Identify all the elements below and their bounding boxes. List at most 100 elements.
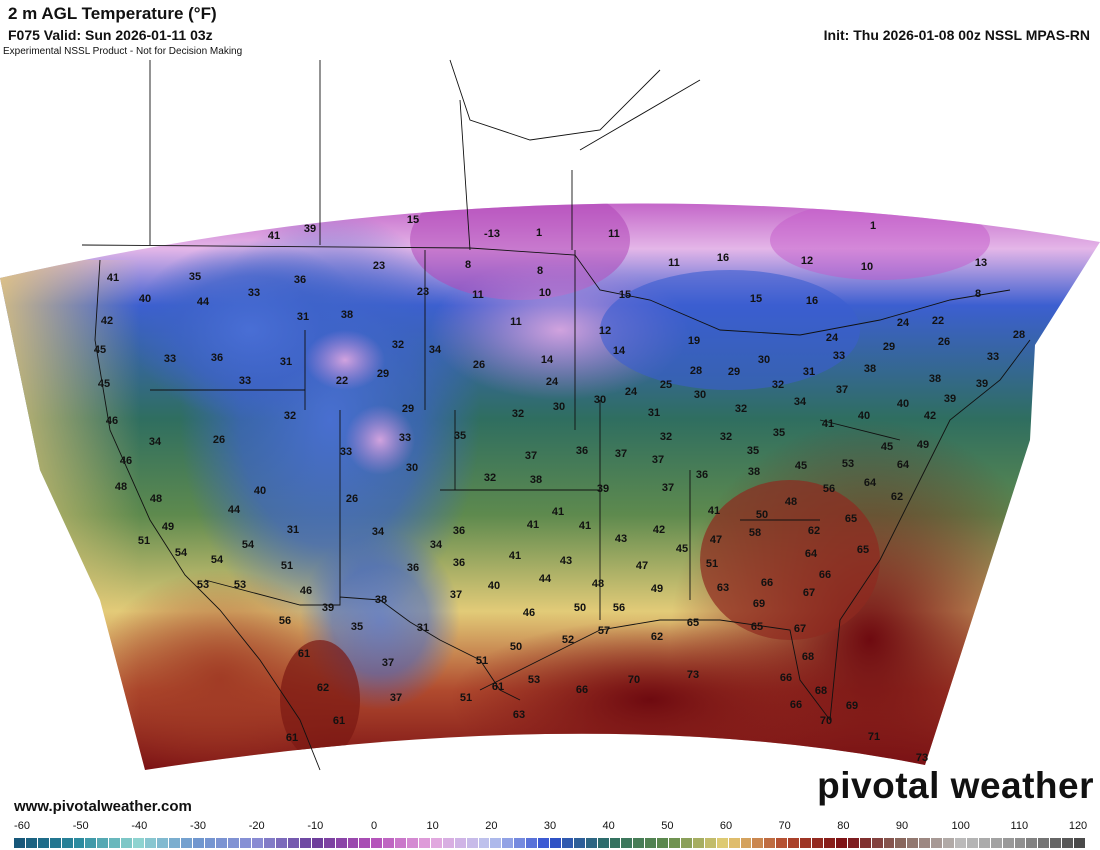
colorbar-swatch xyxy=(228,838,240,848)
colorbar-swatch xyxy=(180,838,192,848)
temperature-value: 25 xyxy=(660,379,672,391)
colorbar-swatch xyxy=(264,838,276,848)
temperature-value: 15 xyxy=(407,214,419,226)
temperature-value: 11 xyxy=(472,289,484,301)
colorbar-swatch xyxy=(323,838,335,848)
colorbar-tick-label: 50 xyxy=(661,820,674,832)
temperature-value: 24 xyxy=(625,386,638,398)
temperature-value: 38 xyxy=(864,363,876,375)
temperature-value: 53 xyxy=(234,579,246,591)
colorbar-swatch xyxy=(287,838,299,848)
temperature-value: 73 xyxy=(916,752,928,764)
colorbar-swatch xyxy=(895,838,907,848)
temperature-value: 32 xyxy=(284,410,296,422)
colorbar-swatch xyxy=(466,838,478,848)
temperature-value: 46 xyxy=(300,585,312,597)
pivotal-weather-logo: pivotal weather xyxy=(817,765,1094,806)
colorbar-swatch xyxy=(550,838,561,848)
temperature-value: 28 xyxy=(690,365,702,377)
colorbar-swatch xyxy=(990,838,1002,848)
temperature-value: 30 xyxy=(553,401,565,413)
temperature-value: 41 xyxy=(268,230,280,242)
temperature-value: 33 xyxy=(833,350,845,362)
temperature-value: 36 xyxy=(211,352,223,364)
temperature-value: 68 xyxy=(815,685,827,697)
temperature-value: 66 xyxy=(819,569,831,581)
temperature-value: 37 xyxy=(615,448,627,460)
colorbar-swatch xyxy=(311,838,323,848)
temperature-value: 37 xyxy=(390,692,402,704)
temperature-value: 26 xyxy=(473,359,485,371)
temperature-value: 69 xyxy=(753,598,765,610)
temperature-value: 14 xyxy=(613,345,626,357)
temperature-value: 32 xyxy=(735,403,747,415)
gulf-coast xyxy=(479,619,831,721)
colorbar-tick-label: -50 xyxy=(72,820,89,832)
temperature-value: 36 xyxy=(453,525,465,537)
colorbar-tick-label: 80 xyxy=(837,820,850,832)
state-line-1 xyxy=(150,250,600,600)
temperature-value: 51 xyxy=(281,560,293,572)
temperature-value: 33 xyxy=(248,287,260,299)
temperature-value: 31 xyxy=(297,311,309,323)
temperature-value: 24 xyxy=(546,376,559,388)
temperature-value: 68 xyxy=(802,651,814,663)
temperature-value: 42 xyxy=(653,524,665,536)
temperature-value: 69 xyxy=(846,700,858,712)
temperature-value: 48 xyxy=(592,578,604,590)
colorbar-swatch xyxy=(538,838,549,848)
temperature-value: 66 xyxy=(761,577,773,589)
temperature-value: 41 xyxy=(509,550,521,562)
colorbar-swatch xyxy=(168,838,180,848)
temperature-value: 38 xyxy=(375,594,387,606)
colorbar-swatch xyxy=(1014,838,1026,848)
colorbar-tick-label: 90 xyxy=(895,820,909,832)
temperature-value: 35 xyxy=(454,430,466,442)
temperature-value: 26 xyxy=(213,434,225,446)
temperature-value: 41 xyxy=(822,418,834,430)
temperature-value: 31 xyxy=(280,356,292,368)
temperature-value: 67 xyxy=(803,587,815,599)
temperature-value: 33 xyxy=(987,351,999,363)
temperature-value: 49 xyxy=(917,439,929,451)
temperature-value: 67 xyxy=(794,623,806,635)
colorbar-swatch xyxy=(919,838,931,848)
colorbar-swatch xyxy=(109,838,121,848)
temperature-value: 8 xyxy=(465,259,471,271)
temperature-value: 13 xyxy=(975,257,987,269)
colorbar-swatch xyxy=(823,838,835,848)
temperature-value: 31 xyxy=(417,622,429,634)
temperature-value: 8 xyxy=(537,265,543,277)
temperature-value: 14 xyxy=(541,354,554,366)
temperature-value: 11 xyxy=(510,316,522,328)
temperature-value: 40 xyxy=(139,293,151,305)
colorbar-swatch xyxy=(395,838,407,848)
temperature-value: 58 xyxy=(749,527,761,539)
colorbar-swatch xyxy=(597,838,609,848)
temperature-value: 33 xyxy=(399,432,411,444)
colorbar-swatch xyxy=(1074,838,1085,848)
temperature-value: 38 xyxy=(748,466,760,478)
colorbar-swatch xyxy=(704,838,716,848)
temperature-value: 50 xyxy=(574,602,586,614)
temperature-value: 37 xyxy=(382,657,394,669)
temperature-value: 39 xyxy=(944,393,956,405)
colorbar-swatch xyxy=(418,838,430,848)
temperature-value: 45 xyxy=(94,344,106,356)
temperature-value: 45 xyxy=(98,378,110,390)
temperature-value: 37 xyxy=(662,482,674,494)
temperature-value: 56 xyxy=(613,602,625,614)
us-mexico-border xyxy=(204,579,521,701)
colorbar-tick-label: 120 xyxy=(1068,820,1088,832)
temperature-value: 48 xyxy=(785,496,797,508)
colorbar-swatch xyxy=(204,838,216,848)
temperature-value: 41 xyxy=(552,506,564,518)
temperature-value: 54 xyxy=(242,539,255,551)
colorbar-swatch xyxy=(37,838,49,848)
temperature-value: 32 xyxy=(660,431,672,443)
temperature-value: 22 xyxy=(336,375,348,387)
colorbar-swatch xyxy=(25,838,37,848)
disclaimer: Experimental NSSL Product - Not for Deci… xyxy=(3,46,243,57)
temperature-value: 23 xyxy=(417,286,429,298)
temperature-map: 15 -13 1 11 1 41 39 23 8 8 11 16 12 10 13 41 35 36 40 44 33 2… xyxy=(0,58,1100,818)
